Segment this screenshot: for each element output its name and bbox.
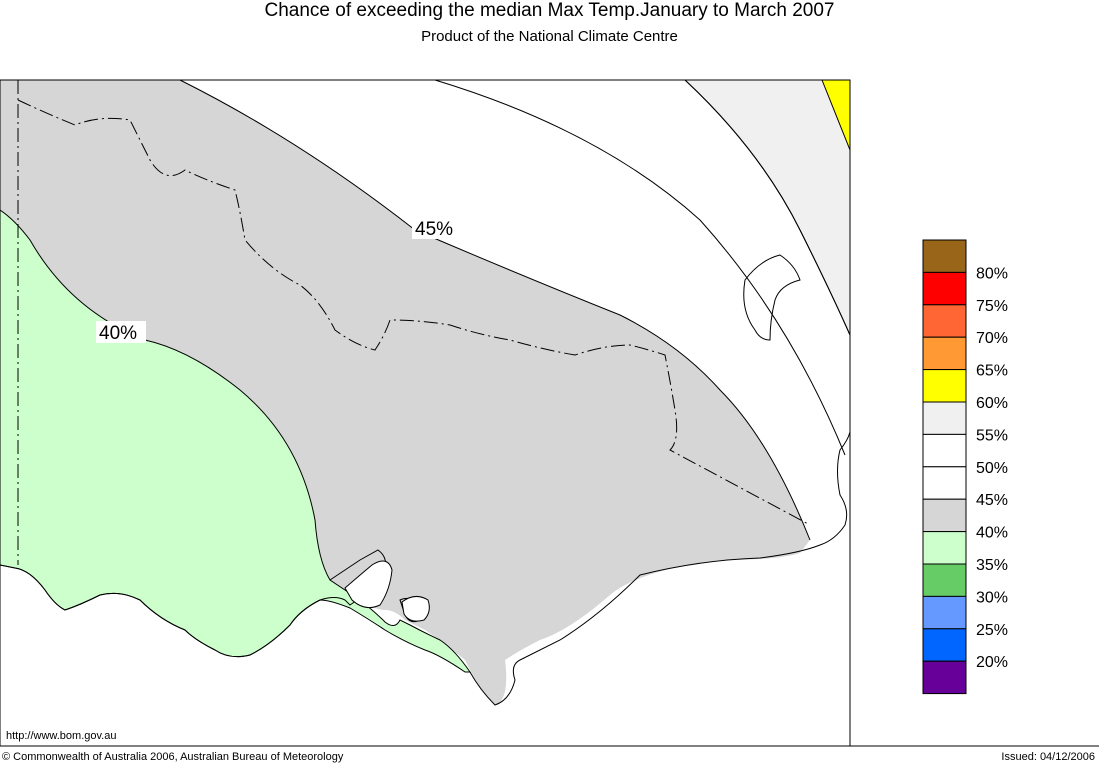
chart-title: Chance of exceeding the median Max Temp.… <box>264 0 835 21</box>
legend-label: 40% <box>976 525 1008 542</box>
legend-swatch <box>922 271 967 306</box>
contour-label-40: 40% <box>99 323 137 344</box>
bay-westernport <box>401 596 430 622</box>
legend-label: 80% <box>976 265 1008 282</box>
copyright-text: © Commonwealth of Australia 2006, Austra… <box>2 751 344 763</box>
contour-label-45: 45% <box>415 219 453 240</box>
legend-swatch <box>922 304 967 338</box>
source-url[interactable]: http://www.bom.gov.au <box>6 730 117 742</box>
region-40-45 <box>0 80 810 705</box>
legend-swatch <box>922 466 967 500</box>
legend-swatch <box>922 336 967 371</box>
legend: 80% 75% 70% 65% 60% 55% 50% 45% 40% 35% 30% 25% 20% <box>922 239 1008 695</box>
contour-label-40-bg <box>96 321 146 343</box>
legend-swatch <box>922 628 967 662</box>
legend-swatch <box>922 595 967 630</box>
legend-label: 35% <box>976 557 1008 574</box>
legend-swatch <box>922 563 967 597</box>
issued-date: Issued: 04/12/2006 <box>1001 751 1095 763</box>
legend-swatch <box>922 401 967 435</box>
contour-55 <box>684 79 851 336</box>
legend-label: 30% <box>976 589 1008 606</box>
lake-hume <box>743 254 801 341</box>
legend-label: 70% <box>976 330 1008 347</box>
contour-45 <box>179 79 811 541</box>
legend-swatch <box>922 660 967 695</box>
legend-label: 60% <box>976 395 1008 412</box>
legend-swatch <box>922 498 967 533</box>
legend-swatch <box>922 239 967 273</box>
legend-swatch <box>922 531 967 565</box>
bay-port-phillip <box>344 560 393 609</box>
legend-label: 65% <box>976 363 1008 380</box>
legend-label: 20% <box>976 654 1008 671</box>
legend-label: 75% <box>976 298 1008 315</box>
legend-swatch <box>922 369 967 403</box>
legend-label: 45% <box>976 492 1008 509</box>
contour-label-45-bg <box>412 217 460 239</box>
contour-50 <box>434 79 846 456</box>
legend-label: 50% <box>976 460 1008 477</box>
legend-swatch <box>922 433 967 468</box>
legend-label: 55% <box>976 427 1008 444</box>
murray-river-border <box>17 99 811 526</box>
chart-subtitle: Product of the National Climate Centre <box>421 28 678 45</box>
legend-label: 25% <box>976 622 1008 639</box>
